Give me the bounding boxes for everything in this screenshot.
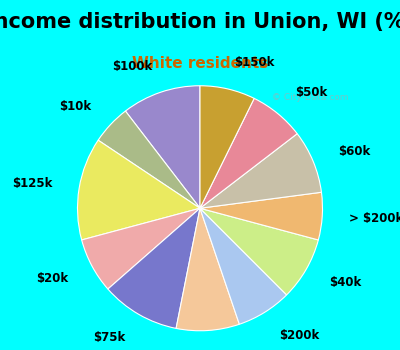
Wedge shape: [200, 134, 322, 208]
Text: $75k: $75k: [93, 331, 125, 344]
Text: $125k: $125k: [12, 177, 52, 190]
Text: Income distribution in Union, WI (%): Income distribution in Union, WI (%): [0, 12, 400, 32]
Wedge shape: [98, 111, 200, 208]
Text: $60k: $60k: [338, 145, 370, 158]
Wedge shape: [126, 86, 200, 208]
Text: $150k: $150k: [234, 56, 274, 69]
Text: $200k: $200k: [279, 329, 319, 342]
Wedge shape: [108, 208, 200, 328]
Wedge shape: [176, 208, 239, 331]
Wedge shape: [82, 208, 200, 289]
Text: © City-Data.com: © City-Data.com: [272, 93, 348, 102]
Text: $100k: $100k: [112, 60, 152, 73]
Text: $50k: $50k: [295, 86, 327, 99]
Text: $20k: $20k: [36, 272, 68, 285]
Text: $40k: $40k: [330, 276, 362, 289]
Text: White residents: White residents: [132, 56, 268, 71]
Text: $10k: $10k: [59, 100, 91, 113]
Wedge shape: [200, 208, 287, 324]
Wedge shape: [200, 86, 254, 208]
Wedge shape: [200, 98, 297, 208]
Wedge shape: [200, 208, 318, 295]
Text: > $200k: > $200k: [349, 211, 400, 224]
Wedge shape: [200, 192, 322, 240]
Wedge shape: [78, 140, 200, 240]
